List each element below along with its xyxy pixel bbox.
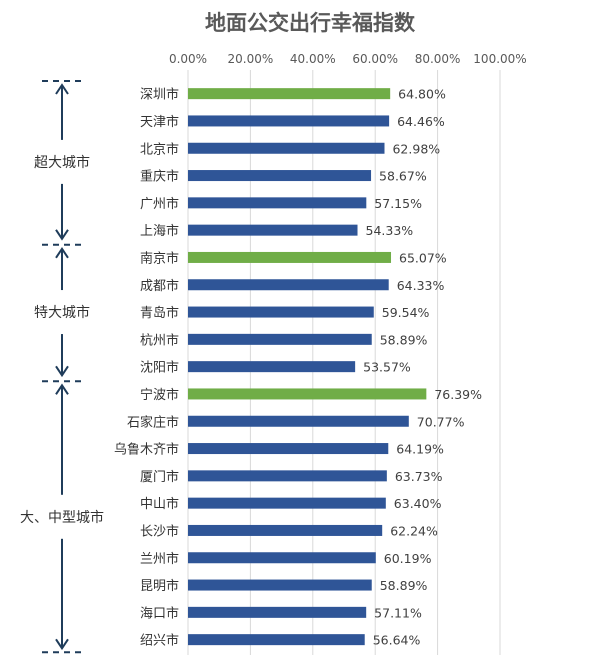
data-label: 64.19%	[396, 442, 444, 457]
category-label: 深圳市	[140, 87, 179, 103]
category-label: 绍兴市	[140, 633, 179, 649]
category-label: 海口市	[140, 605, 179, 621]
bracket-arrow-down	[55, 365, 69, 378]
bar	[188, 470, 387, 482]
bracket-arrow-down	[55, 638, 69, 651]
bar	[188, 224, 358, 236]
x-tick-label: 100.00%	[473, 52, 526, 66]
category-label: 青岛市	[140, 305, 179, 321]
category-label: 南京市	[140, 250, 179, 266]
category-label: 长沙市	[140, 523, 179, 539]
bar-highlighted	[188, 388, 427, 400]
group-label: 大、中型城市	[20, 509, 104, 526]
category-label: 重庆市	[140, 169, 179, 185]
x-tick-label: 80.00%	[415, 52, 461, 66]
data-label: 58.89%	[380, 332, 428, 347]
data-label: 59.54%	[382, 305, 430, 320]
category-label: 昆明市	[140, 578, 179, 594]
data-label: 62.98%	[392, 141, 440, 156]
category-label: 杭州市	[140, 332, 179, 348]
bar	[188, 524, 383, 536]
value-labels: 64.80% 64.46% 62.98% 58.67% 57.15% 54.33% 65.0…	[363, 87, 482, 648]
bar	[188, 142, 385, 154]
category-label: 成都市	[140, 278, 179, 294]
category-label: 北京市	[140, 141, 179, 157]
bar	[188, 415, 409, 427]
chart-title: 地面公交出行幸福指数	[205, 11, 416, 35]
x-tick-label: 40.00%	[290, 52, 336, 66]
bar	[188, 279, 389, 291]
x-axis-ticks: 0.00% 20.00% 40.00% 60.00% 80.00% 100.00%	[169, 52, 527, 66]
data-label: 62.24%	[390, 523, 438, 538]
x-tick-label: 20.00%	[228, 52, 274, 66]
data-label: 76.39%	[434, 387, 482, 402]
data-label: 63.40%	[394, 496, 442, 511]
category-label: 乌鲁木齐市	[114, 442, 179, 458]
data-label: 57.11%	[374, 605, 422, 620]
category-label: 沈阳市	[140, 360, 179, 376]
bar-highlighted	[188, 251, 392, 263]
category-label: 上海市	[140, 223, 179, 239]
bar-highlighted	[188, 88, 391, 100]
bar	[188, 497, 386, 509]
bar	[188, 634, 365, 646]
data-label: 53.57%	[363, 360, 411, 375]
data-label: 64.80%	[398, 87, 446, 102]
bracket-arrow-up	[55, 83, 69, 95]
category-label: 兰州市	[140, 551, 179, 567]
category-label: 中山市	[140, 496, 179, 512]
bracket-arrow-down	[55, 229, 69, 241]
group-label: 特大城市	[34, 304, 90, 321]
data-label: 56.64%	[373, 633, 421, 648]
category-label: 厦门市	[140, 469, 179, 485]
data-label: 64.33%	[397, 278, 445, 293]
bracket-arrow-up	[55, 246, 69, 259]
bar	[188, 197, 367, 209]
x-tick-label: 0.00%	[169, 52, 207, 66]
data-label: 63.73%	[395, 469, 443, 484]
bar	[188, 115, 390, 127]
data-label: 64.46%	[397, 114, 445, 129]
group-label: 超大城市	[34, 154, 90, 171]
bar	[188, 333, 372, 345]
bars	[188, 88, 427, 646]
x-tick-label: 60.00%	[352, 52, 398, 66]
data-label: 70.77%	[417, 414, 465, 429]
bar	[188, 170, 372, 182]
category-label: 石家庄市	[127, 414, 179, 430]
data-label: 60.19%	[384, 551, 432, 566]
data-label: 57.15%	[374, 196, 422, 211]
bar	[188, 443, 389, 455]
bar	[188, 306, 374, 318]
bar	[188, 552, 376, 564]
category-label: 宁波市	[140, 387, 179, 403]
category-label: 天津市	[140, 114, 179, 130]
bracket-arrow-up	[55, 383, 69, 395]
bar	[188, 606, 367, 618]
category-labels: 深圳市天津市北京市重庆市广州市上海市南京市成都市青岛市杭州市沈阳市宁波市石家庄市…	[114, 87, 179, 649]
data-label: 54.33%	[366, 223, 414, 238]
data-label: 58.67%	[379, 169, 427, 184]
category-label: 广州市	[140, 196, 179, 212]
bar	[188, 361, 356, 373]
bar	[188, 579, 372, 591]
data-label: 65.07%	[399, 250, 447, 265]
data-label: 58.89%	[380, 578, 428, 593]
